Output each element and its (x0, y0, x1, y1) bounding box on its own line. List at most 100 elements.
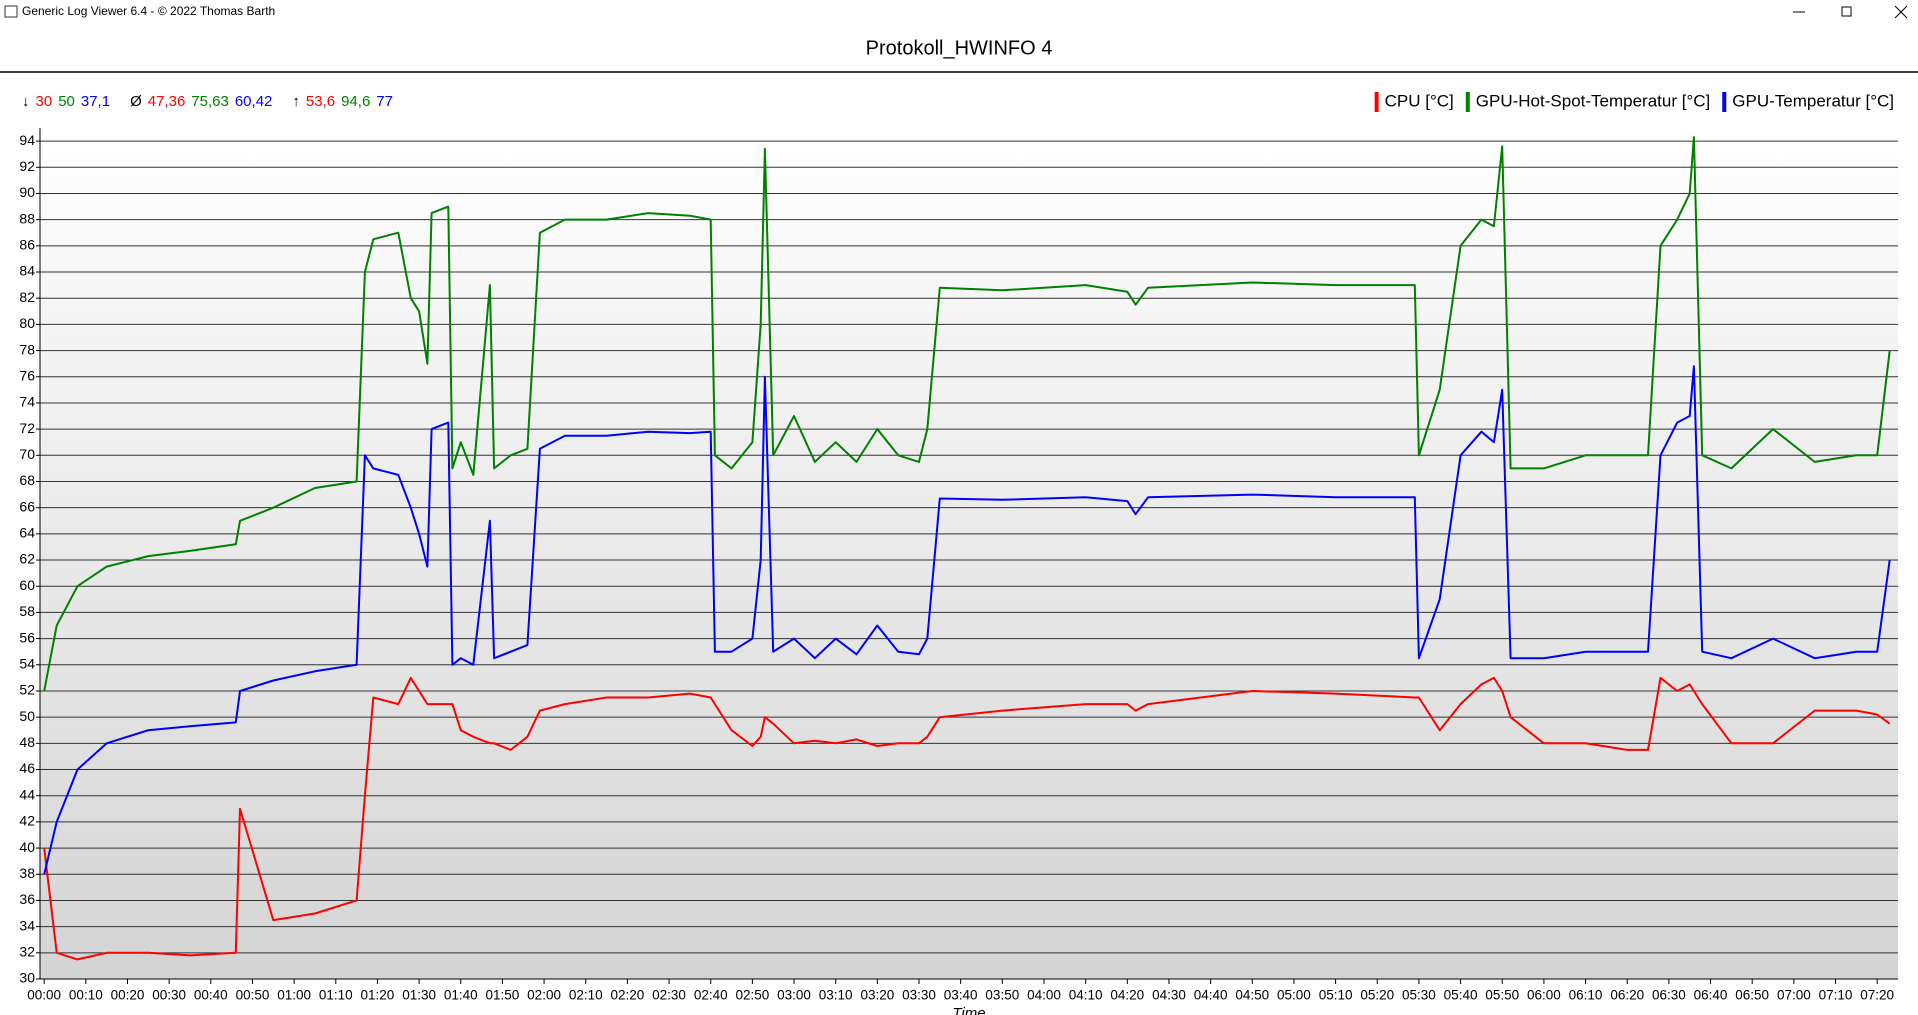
grid: 30 32 34 36 38 40 42 44 46 48 50 52 54 56 58 60 62 64 66 68… (19, 132, 1898, 986)
y-tick-label: 86 (19, 237, 35, 253)
stat-symbol: Ø (130, 93, 142, 110)
stat-value: 37,1 (81, 93, 110, 110)
stat-value: 47,36 (148, 93, 186, 110)
x-tick-label: 04:20 (1110, 988, 1144, 1003)
y-tick-label: 54 (19, 655, 35, 671)
y-tick-label: 72 (19, 420, 35, 436)
x-tick-label: 05:00 (1277, 988, 1311, 1003)
y-tick-label: 76 (19, 367, 35, 383)
y-tick-label: 34 (19, 917, 35, 933)
chart-title: Protokoll_HWINFO 4 (866, 37, 1053, 59)
x-tick-label: 05:50 (1485, 988, 1519, 1003)
legend-swatch (1465, 92, 1470, 112)
x-tick-label: 01:20 (361, 988, 395, 1003)
y-tick-label: 52 (19, 682, 35, 698)
x-tick-label: 01:30 (402, 988, 436, 1003)
x-tick-label: 00:20 (111, 988, 145, 1003)
x-tick-label: 03:30 (902, 988, 936, 1003)
x-tick-label: 07:10 (1819, 988, 1853, 1003)
x-tick-label: 01:40 (444, 988, 478, 1003)
plot-area (40, 128, 1898, 979)
x-tick-label: 01:00 (277, 988, 311, 1003)
legend-label: CPU [°C] (1385, 91, 1454, 110)
y-tick-label: 58 (19, 603, 35, 619)
x-tick-label: 03:50 (985, 988, 1019, 1003)
y-tick-label: 36 (19, 891, 35, 907)
x-tick-label: 03:40 (944, 988, 978, 1003)
close-button[interactable] (1894, 5, 1908, 19)
y-tick-label: 90 (19, 184, 35, 200)
legend-swatch (1374, 92, 1379, 112)
x-tick-label: 04:30 (1152, 988, 1186, 1003)
series-line (43, 365, 1891, 875)
x-tick-label: 02:40 (694, 988, 728, 1003)
x-tick-label: 04:00 (1027, 988, 1061, 1003)
x-tick-label: 06:20 (1610, 988, 1644, 1003)
x-tick-label: 00:40 (194, 988, 228, 1003)
stat-value: 53,6 (306, 93, 335, 110)
x-tick-label: 02:00 (527, 988, 561, 1003)
x-tick-label: 05:40 (1444, 988, 1478, 1003)
stat-value: 60,42 (235, 93, 273, 110)
stats: ↓ 30 50 37,1 Ø 47,36 75,63 60,42 ↑ 53,6 94,6 77 (22, 93, 393, 110)
y-tick-label: 80 (19, 315, 35, 331)
stat-value: 94,6 (341, 93, 370, 110)
y-tick-label: 62 (19, 551, 35, 567)
series-line (43, 676, 1891, 961)
stat-value: 30 (36, 93, 53, 110)
y-tick-label: 88 (19, 210, 35, 226)
x-tick-label: 00:00 (27, 988, 61, 1003)
y-tick-label: 32 (19, 944, 35, 960)
x-tick-label: 01:10 (319, 988, 353, 1003)
y-tick-label: 94 (19, 132, 35, 148)
x-tick-label: 00:50 (236, 988, 270, 1003)
y-tick-label: 66 (19, 498, 35, 514)
stat-value: 50 (58, 93, 75, 110)
y-tick-label: 92 (19, 158, 35, 174)
x-tick-label: 00:10 (69, 988, 103, 1003)
y-tick-label: 60 (19, 577, 35, 593)
x-tick-label: 02:10 (569, 988, 603, 1003)
x-tick-label: 02:30 (652, 988, 686, 1003)
y-tick-label: 82 (19, 289, 35, 305)
title-bar (0, 0, 1918, 24)
x-tick-label: 06:50 (1735, 988, 1769, 1003)
y-tick-label: 48 (19, 734, 35, 750)
y-tick-label: 84 (19, 263, 35, 279)
x-tick-label: 03:20 (860, 988, 894, 1003)
x-axis-title: Time (952, 1005, 985, 1015)
lines (43, 136, 1891, 961)
y-tick-label: 40 (19, 839, 35, 855)
x-tick-label: 01:50 (486, 988, 520, 1003)
y-tick-label: 42 (19, 813, 35, 829)
y-tick-label: 30 (19, 970, 35, 986)
x-tick-labels: 00:00 00:10 00:20 00:30 00:40 00:50 01:00 01:10… (27, 988, 1894, 1003)
x-tick-label: 04:50 (1235, 988, 1269, 1003)
stat-symbol: ↑ (292, 93, 300, 110)
y-tick-label: 74 (19, 394, 35, 410)
x-tick-label: 03:00 (777, 988, 811, 1003)
x-tick-label: 06:30 (1652, 988, 1686, 1003)
series-line (43, 136, 1891, 692)
x-tick-label: 05:30 (1402, 988, 1436, 1003)
x-tick-label: 06:00 (1527, 988, 1561, 1003)
x-tick-label: 00:30 (152, 988, 186, 1003)
x-tick-label: 04:40 (1194, 988, 1228, 1003)
app-icon (4, 5, 18, 18)
x-tick-label: 03:10 (819, 988, 853, 1003)
y-tick-label: 44 (19, 786, 35, 802)
legend-label: GPU-Hot-Spot-Temperatur [°C] (1476, 91, 1710, 110)
x-tick-label: 04:10 (1069, 988, 1103, 1003)
stat-value: 75,63 (191, 93, 229, 110)
y-tick-label: 78 (19, 341, 35, 357)
y-tick-label: 68 (19, 472, 35, 488)
y-tick-label: 46 (19, 760, 35, 776)
restore-button[interactable] (1841, 6, 1852, 17)
x-tick-label: 06:10 (1569, 988, 1603, 1003)
stat-symbol: ↓ (22, 93, 30, 110)
x-tick-label: 06:40 (1694, 988, 1728, 1003)
legend-label: GPU-Temperatur [°C] (1732, 91, 1894, 110)
x-tick-label: 05:20 (1360, 988, 1394, 1003)
